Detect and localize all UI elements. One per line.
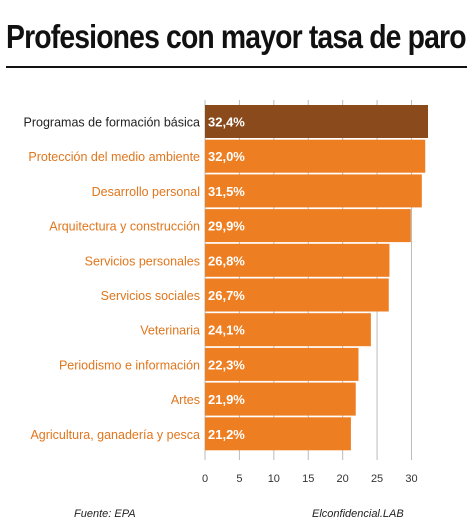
- title-divider: [6, 66, 467, 68]
- brand-label: Elconfidencial.LAB: [312, 508, 404, 520]
- bar: [205, 382, 356, 416]
- bar: [205, 139, 426, 173]
- category-label: Servicios personales: [85, 254, 200, 268]
- x-tick-label: 10: [268, 473, 280, 485]
- bar-value-label: 21,9%: [208, 392, 245, 407]
- bar-value-label: 32,4%: [208, 115, 245, 130]
- category-label: Protección del medio ambiente: [28, 150, 200, 164]
- category-label: Desarrollo personal: [92, 185, 200, 199]
- bar-value-label: 26,7%: [208, 288, 245, 303]
- bar: [205, 313, 371, 347]
- bar: [205, 174, 422, 208]
- category-label: Programas de formación básica: [24, 116, 201, 130]
- bar-value-label: 31,5%: [208, 184, 245, 199]
- category-label: Veterinaria: [140, 324, 200, 338]
- x-tick-label: 20: [337, 473, 349, 485]
- bar: [205, 105, 428, 138]
- x-tick-label: 5: [236, 473, 242, 485]
- bar-chart: 0 5 10 15 20 25 30 32,4% Programas de formación …: [24, 100, 428, 485]
- category-label: Arquitectura y construcción: [49, 220, 200, 234]
- category-label: Servicios sociales: [101, 289, 200, 303]
- x-tick-label: 25: [371, 473, 383, 485]
- bar: [205, 347, 359, 381]
- x-tick-label: 15: [302, 473, 314, 485]
- category-label: Periodismo e información: [59, 358, 200, 372]
- bar-value-label: 24,1%: [208, 323, 245, 338]
- bar-value-label: 32,0%: [208, 149, 245, 164]
- chart-title: Profesiones con mayor tasa de paro: [6, 18, 467, 55]
- bar: [205, 278, 389, 312]
- bar-value-label: 26,8%: [208, 253, 245, 268]
- category-label: Artes: [171, 393, 200, 407]
- category-label: Agricultura, ganadería y pesca: [30, 428, 200, 442]
- bar: [205, 243, 390, 277]
- x-tick-label: 30: [405, 473, 417, 485]
- bar: [205, 209, 411, 243]
- bar-value-label: 29,9%: [208, 219, 245, 234]
- x-tick-label: 0: [202, 473, 208, 485]
- source-note: Fuente: EPA: [74, 508, 136, 520]
- bar-value-label: 21,2%: [208, 427, 245, 442]
- bar: [205, 417, 351, 451]
- bar-value-label: 22,3%: [208, 357, 245, 372]
